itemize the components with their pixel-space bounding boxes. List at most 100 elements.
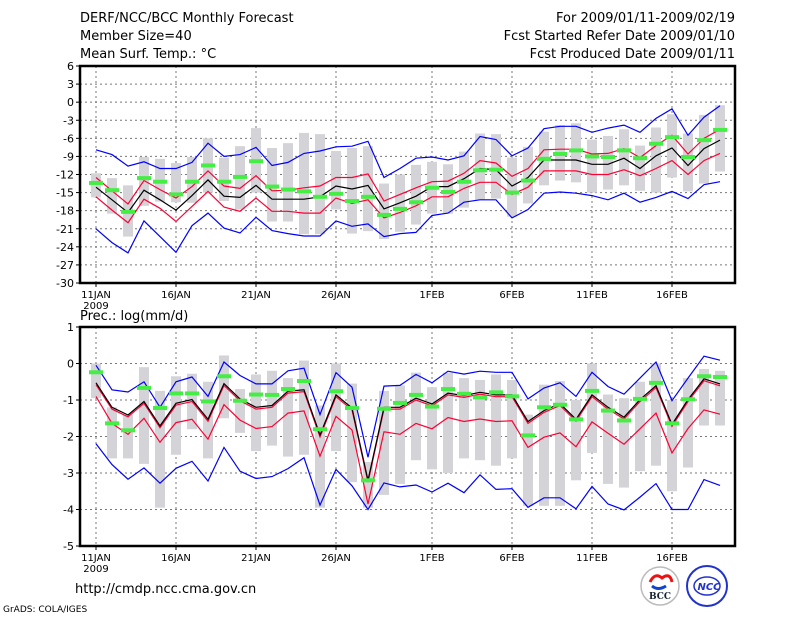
chart0-x-tick-label: 6FEB [499, 290, 524, 301]
chart1-series-min [95, 443, 721, 511]
chart0-marker-17 [361, 194, 375, 199]
chart1-spread-box [443, 372, 453, 473]
figure-title: DERF/NCC/BCC Monthly Forecast [80, 11, 294, 26]
chart0-spread-box [347, 147, 357, 234]
chart1-marker-31 [585, 388, 599, 393]
chart1-marker-38 [697, 374, 711, 379]
chart0-marker-21 [425, 185, 439, 190]
chart1-marker-25 [489, 390, 503, 395]
chart1-y-tick-label: -5 [63, 540, 74, 553]
chart1-spread-box [299, 360, 309, 455]
chart0-marker-5 [169, 192, 183, 197]
chart0-y-tick-label: -12 [56, 169, 74, 182]
chart0-marker-11 [265, 184, 279, 189]
chart0-spread-box [523, 146, 533, 204]
chart0-marker-3 [137, 176, 151, 181]
chart1-spread-box [523, 414, 533, 506]
chart1-series-upper [95, 380, 721, 483]
chart1-marker-37 [681, 397, 695, 402]
chart1-spread-box [683, 378, 693, 468]
chart1-spread-box [139, 367, 149, 464]
chart0-y-tick-label: 0 [67, 96, 74, 109]
chart1-spread-box [91, 363, 101, 399]
chart1-spread-box [571, 400, 581, 481]
chart0-spread-box [299, 132, 309, 235]
chart1-spread-box [587, 363, 597, 453]
chart0-marker-0 [89, 180, 103, 185]
chart1-marker-17 [361, 478, 375, 483]
chart1-marker-34 [633, 396, 647, 401]
chart1-y-tick-label: -2 [63, 431, 74, 444]
chart1-marker-5 [169, 391, 183, 396]
chart1-spread-box [475, 379, 485, 461]
chart0-marker-20 [409, 200, 423, 205]
chart0-spread-box [171, 163, 181, 203]
chart0-marker-7 [201, 163, 215, 168]
chart1-y-tick-label: 0 [67, 358, 74, 371]
chart0-spread-box [459, 151, 469, 208]
chart1-spread-box [171, 376, 181, 455]
chart1-spread-box [267, 370, 277, 446]
chart1-spread-box [603, 394, 613, 484]
chart0-marker-13 [297, 189, 311, 194]
chart0-spread-box [491, 134, 501, 199]
chart0-series-max [95, 105, 721, 179]
chart1-spread-box [411, 372, 421, 461]
chart0-marker-27 [521, 178, 535, 183]
chart1-x-tick-label: 6FEB [499, 553, 524, 564]
chart1-marker-21 [425, 404, 439, 409]
chart0-marker-1 [105, 188, 119, 193]
grads-credit: GrADS: COLA/IGES [3, 605, 88, 615]
chart1-marker-8 [217, 374, 231, 379]
chart0-y-tick-label: -15 [56, 187, 74, 200]
chart0-marker-33 [617, 148, 631, 153]
chart0-spread-box [331, 150, 341, 210]
chart1-marker-39 [713, 375, 727, 380]
chart0-series-mean [95, 139, 721, 214]
chart0-marker-18 [377, 212, 391, 217]
chart1-spread-box [667, 400, 677, 492]
chart0-marker-32 [601, 155, 615, 160]
chart1-marker-27 [521, 433, 535, 438]
chart0-y-tick-label: -27 [56, 259, 74, 272]
chart0-marker-29 [553, 152, 567, 157]
chart1-marker-0 [89, 370, 103, 375]
chart0-spread-box [443, 164, 453, 214]
chart1-marker-22 [441, 387, 455, 392]
chart1-spread-box [347, 383, 357, 483]
footer-url[interactable]: http://cmdp.ncc.cma.gov.cn [75, 582, 257, 597]
chart0-y-tick-label: 3 [67, 78, 74, 91]
chart1-series-max [95, 355, 721, 458]
chart1-marker-32 [601, 408, 615, 413]
chart1-x-tick-label: 16JAN [161, 553, 191, 564]
chart1-marker-7 [201, 399, 215, 404]
chart1-spread-box [251, 374, 261, 452]
chart0-marker-28 [537, 156, 551, 161]
chart0-spread-box [683, 133, 693, 192]
chart1-spread-box [235, 389, 245, 433]
chart1-marker-12 [281, 387, 295, 392]
chart0-spread-box [507, 157, 517, 217]
chart0-spread-box [603, 135, 613, 190]
chart1-series-mean [95, 378, 721, 481]
forecast-produced-date: Fcst Produced Date 2009/01/11 [529, 47, 735, 62]
chart0-marker-35 [649, 141, 663, 146]
chart1-marker-28 [537, 405, 551, 410]
chart1-spread-box [379, 390, 389, 495]
chart0-series-upper [95, 128, 721, 205]
chart1-marker-2 [121, 428, 135, 433]
chart0-marker-26 [505, 190, 519, 195]
member-size: Member Size=40 [80, 29, 192, 44]
chart1-marker-24 [473, 395, 487, 400]
chart0-spread-box [667, 114, 677, 178]
chart0-marker-30 [569, 148, 583, 153]
chart0-spread-box [411, 164, 421, 225]
chart0-x-tick-label: 21JAN [241, 290, 271, 301]
chart0-x-tick-label: 11JAN [81, 290, 111, 301]
chart1-marker-29 [553, 402, 567, 407]
chart1-marker-3 [137, 385, 151, 390]
chart0-marker-10 [249, 159, 263, 164]
chart1-marker-26 [505, 394, 519, 399]
chart0-marker-16 [345, 199, 359, 204]
precip-label: Prec.: log(mm/d) [80, 309, 189, 324]
